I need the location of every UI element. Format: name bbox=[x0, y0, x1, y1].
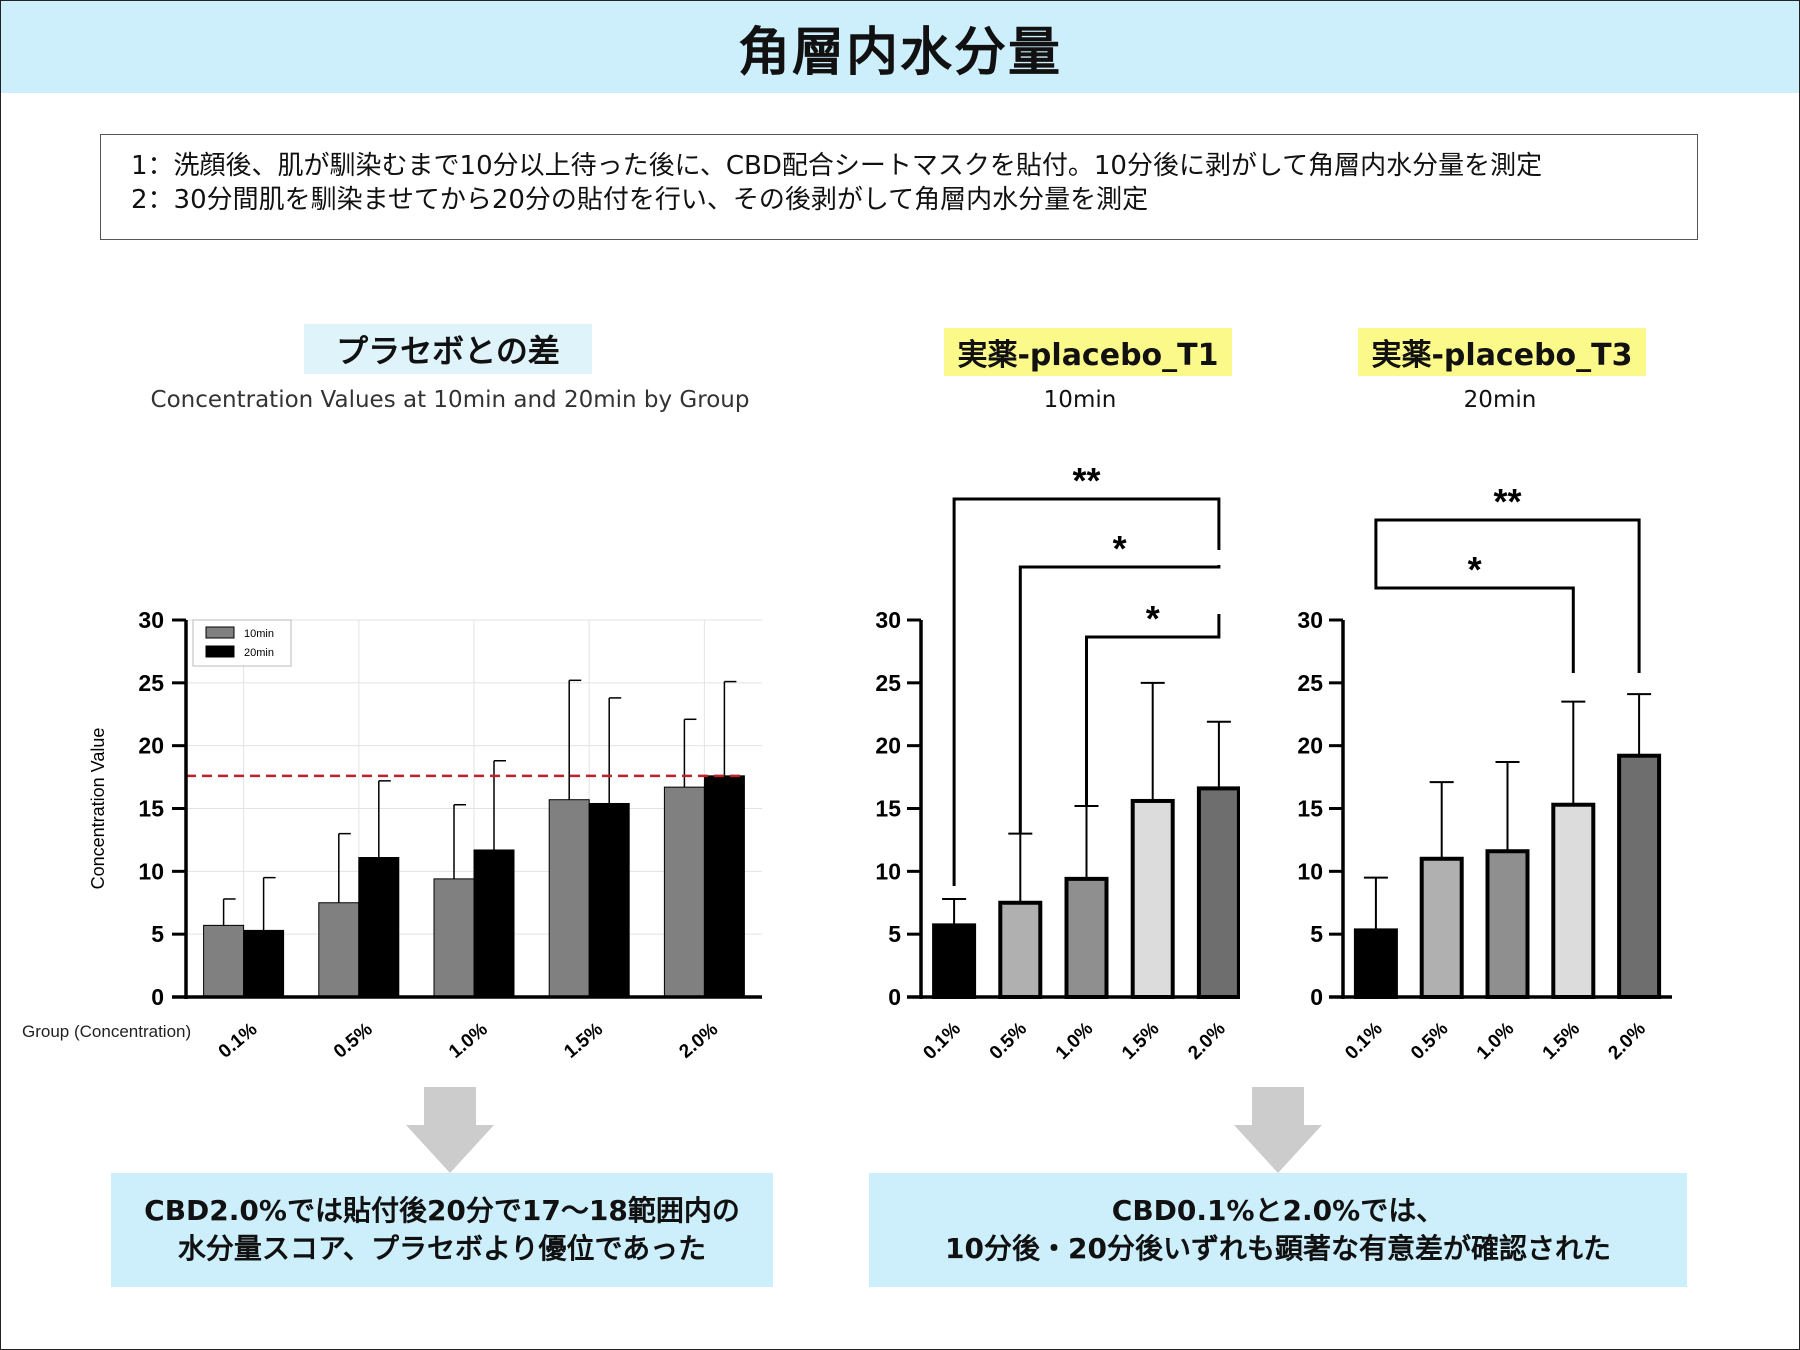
y-tick-label: 10 bbox=[1297, 858, 1323, 884]
y-tick-label: 5 bbox=[151, 921, 164, 947]
x-tick-label: 1.0% bbox=[445, 1019, 492, 1063]
x-tick-label: 1.5% bbox=[1539, 1018, 1585, 1064]
chart1-title: Concentration Values at 10min and 20min … bbox=[150, 387, 750, 413]
x-tick-label: 0.5% bbox=[330, 1019, 377, 1063]
bar-20min-2.0% bbox=[703, 775, 745, 998]
conclusion-left-line1: CBD2.0%では貼付後20分で17～18範囲内の bbox=[144, 1194, 740, 1227]
bar-1.0% bbox=[1485, 849, 1530, 999]
significance-bracket bbox=[1085, 614, 1221, 807]
y-tick-label: 10 bbox=[875, 858, 901, 884]
bar-10min-1.0% bbox=[433, 878, 475, 998]
bar-10min-2.0% bbox=[663, 786, 705, 998]
significance-bracket bbox=[1374, 518, 1641, 673]
y-tick-label: 10 bbox=[138, 858, 164, 884]
bar-1.5% bbox=[1551, 802, 1596, 1000]
bar-20min-1.5% bbox=[588, 802, 630, 998]
bar-0.1% bbox=[932, 923, 977, 999]
conclusion-left: CBD2.0%では貼付後20分で17～18範囲内の 水分量スコア、プラセボより優… bbox=[111, 1173, 773, 1287]
method-note-1: 1：洗顔後、肌が馴染むまで10分以上待った後に、CBD配合シートマスクを貼付。1… bbox=[131, 151, 1543, 181]
t3-label: 実薬-placebo_T3 bbox=[1358, 328, 1646, 376]
y-tick-label: 30 bbox=[875, 607, 901, 633]
x-tick-label: 1.5% bbox=[560, 1019, 607, 1063]
grouped-bar-chart: 0 5 10 15 20 25 30 0.1% 0.5% 1.0% 1.5% 2.0% Concentr… bbox=[22, 607, 762, 1063]
legend-swatch bbox=[205, 626, 235, 639]
x-tick-label: 2.0% bbox=[1184, 1018, 1230, 1064]
y-tick-label: 30 bbox=[138, 607, 164, 633]
y-tick-label: 0 bbox=[151, 984, 164, 1010]
y-tick-label: 25 bbox=[1297, 670, 1323, 696]
title-bar: 角層内水分量 bbox=[1, 1, 1799, 93]
bar-20min-0.1% bbox=[243, 929, 285, 998]
significance-label: * bbox=[1113, 528, 1127, 569]
method-note-box: 1：洗顔後、肌が馴染むまで10分以上待った後に、CBD配合シートマスクを貼付。1… bbox=[100, 134, 1698, 240]
significance-label: ** bbox=[1072, 460, 1100, 501]
y-tick-label: 5 bbox=[888, 921, 901, 947]
bar-2.0% bbox=[1617, 753, 1662, 999]
bar-1.5% bbox=[1130, 798, 1175, 999]
x-tick-label: 0.1% bbox=[215, 1019, 262, 1063]
significance-bracket bbox=[1018, 565, 1221, 834]
y-tick-label: 15 bbox=[875, 796, 901, 822]
y-axis-title: Concentration Value bbox=[88, 728, 108, 890]
x-tick-label: 0.1% bbox=[919, 1018, 965, 1064]
significance-label: * bbox=[1468, 549, 1482, 590]
significance-bracket bbox=[952, 497, 1221, 886]
x-tick-label: 1.5% bbox=[1118, 1018, 1164, 1064]
y-tick-label: 30 bbox=[1297, 607, 1323, 633]
bar-10min-1.5% bbox=[548, 799, 590, 998]
y-tick-label: 20 bbox=[138, 733, 164, 759]
x-tick-label: 0.5% bbox=[986, 1018, 1032, 1064]
down-arrow-icon-right bbox=[1234, 1087, 1322, 1173]
page-title: 角層内水分量 bbox=[737, 22, 1062, 83]
x-tick-label: 1.0% bbox=[1473, 1018, 1519, 1064]
x-axis-title: Group (Concentration) bbox=[22, 1022, 191, 1041]
down-arrow-icon-left bbox=[406, 1087, 494, 1173]
bar-10min-0.5% bbox=[318, 902, 360, 998]
bar-0.5% bbox=[1419, 856, 1464, 999]
bar-20min-0.5% bbox=[358, 857, 400, 998]
conclusion-right-line2: 10分後・20分後いずれも顕著な有意差が確認された bbox=[945, 1232, 1611, 1265]
significance-label: ** bbox=[1493, 481, 1521, 522]
y-tick-label: 25 bbox=[875, 670, 901, 696]
y-tick-label: 25 bbox=[138, 670, 164, 696]
y-tick-label: 0 bbox=[1310, 984, 1323, 1010]
x-tick-label: 0.1% bbox=[1341, 1018, 1387, 1064]
bar-0.5% bbox=[998, 900, 1043, 999]
method-note-2: 2：30分間肌を馴染ませてから20分の貼付を行い、その後剥がして角層内水分量を測… bbox=[131, 185, 1149, 215]
bar-20min-1.0% bbox=[473, 849, 515, 998]
y-tick-label: 20 bbox=[1297, 733, 1323, 759]
bar-10min-0.1% bbox=[203, 924, 245, 998]
bar-2.0% bbox=[1196, 786, 1240, 1000]
chart2-title: 10min bbox=[1043, 387, 1117, 413]
y-tick-label: 0 bbox=[888, 984, 901, 1010]
significance-bracket bbox=[1374, 569, 1575, 673]
chart3-title: 20min bbox=[1463, 387, 1537, 413]
y-tick-label: 15 bbox=[1297, 796, 1323, 822]
bar-0.1% bbox=[1353, 928, 1398, 999]
y-tick-label: 20 bbox=[875, 733, 901, 759]
placebo-diff-label: プラセボとの差 bbox=[304, 324, 592, 374]
bar-1.0% bbox=[1064, 876, 1109, 999]
legend-swatch bbox=[205, 645, 235, 658]
x-tick-label: 1.0% bbox=[1052, 1018, 1098, 1064]
conclusion-left-line2: 水分量スコア、プラセボより優位であった bbox=[177, 1232, 707, 1265]
y-tick-label: 5 bbox=[1310, 921, 1323, 947]
legend-label: 20min bbox=[244, 647, 274, 659]
legend-label: 10min bbox=[244, 628, 274, 640]
significance-label: * bbox=[1146, 598, 1160, 639]
conclusion-right: CBD0.1%と2.0%では、 10分後・20分後いずれも顕著な有意差が確認され… bbox=[869, 1173, 1687, 1287]
x-tick-label: 2.0% bbox=[1604, 1018, 1650, 1064]
y-tick-label: 15 bbox=[138, 796, 164, 822]
x-tick-label: 2.0% bbox=[676, 1019, 723, 1063]
conclusion-right-line1: CBD0.1%と2.0%では、 bbox=[1111, 1194, 1445, 1227]
t1-label: 実薬-placebo_T1 bbox=[944, 328, 1232, 376]
x-tick-label: 0.5% bbox=[1407, 1018, 1453, 1064]
